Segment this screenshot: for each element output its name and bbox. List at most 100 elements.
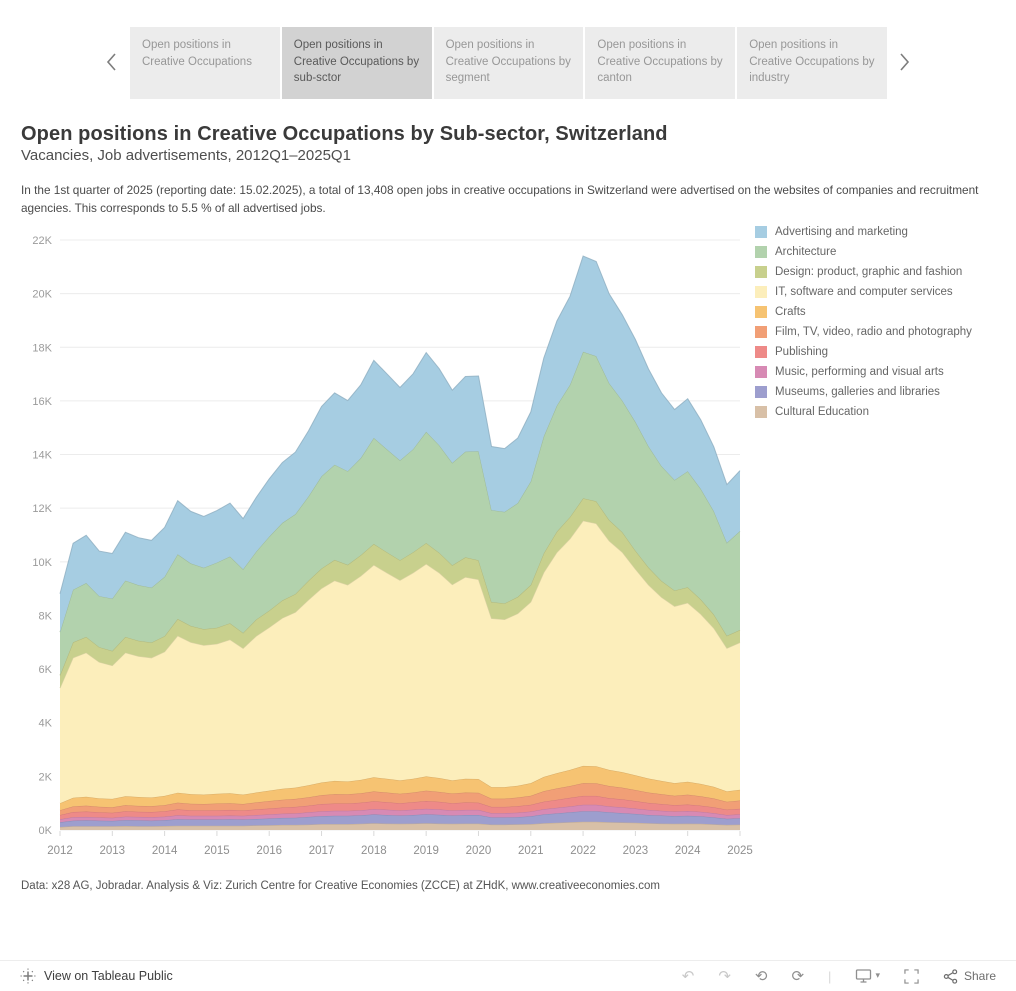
monitor-icon [856,969,872,983]
legend-label: Advertising and marketing [775,226,908,238]
tableau-logo-icon [20,968,36,984]
legend-label: Design: product, graphic and fashion [775,266,963,278]
legend-swatch [755,366,767,378]
area-it-software-and-computer-services[interactable] [60,520,740,804]
y-axis-label: 4K [39,718,53,730]
toolbar-actions: ↶ ↷ ⟲ ⟳ | ▾ Share [682,968,996,984]
data-source-note: Data: x28 AG, Jobradar. Analysis & Viz: … [21,880,660,892]
legend-item[interactable]: Crafts [755,306,972,318]
tab-label: Open positions in Creative Occupations b… [597,39,723,85]
legend-swatch [755,266,767,278]
x-axis-label: 2021 [518,845,544,857]
area-edge [59,255,741,594]
y-axis-label: 12K [32,503,52,515]
fullscreen-button[interactable] [904,968,919,984]
legend-swatch [755,346,767,358]
legend-item[interactable]: Film, TV, video, radio and photography [755,326,972,338]
y-axis-label: 6K [39,664,53,676]
download-caret-icon: ▾ [875,971,880,981]
stacked-area-chart: 0K 2K 4K 6K 8K 10K 12K 14K 16K 18K 20K 22K 2012 2013 2… [32,235,752,857]
tab-label: Open positions in Creative Occupations b… [749,39,875,85]
legend-label: Cultural Education [775,406,869,418]
refresh-button[interactable]: ⟳ [791,966,805,985]
legend-item[interactable]: Design: product, graphic and fashion [755,266,972,278]
area-museums-galleries-and-libraries[interactable] [60,811,740,827]
legend-swatch [755,286,767,298]
x-axis-label: 2013 [100,845,126,857]
view-on-tableau-label: View on Tableau Public [44,969,173,983]
tab-5[interactable]: Open positions in Creative Occupations b… [737,27,887,99]
legend-swatch [755,246,767,258]
tab-1[interactable]: Open positions in Creative Occupations [130,27,280,99]
share-label: Share [963,969,996,983]
y-axis-label: 18K [32,342,52,354]
chart-area: 0K 2K 4K 6K 8K 10K 12K 14K 16K 18K 20K 22K 2012 2013 2… [14,224,754,874]
area-music-performing-and-visual-arts[interactable] [60,804,740,823]
x-axis-label: 2014 [152,845,178,857]
tab-2-active[interactable]: Open positions in Creative Occupations b… [281,27,432,99]
legend-label: Publishing [775,346,829,358]
area-advertising-and-marketing[interactable] [60,256,740,633]
area-publishing[interactable] [60,795,740,820]
legend-item[interactable]: Publishing [755,346,972,358]
legend-item[interactable]: Cultural Education [755,406,972,418]
tabs-scroll-right-button[interactable] [893,48,915,76]
x-axis-label: 2016 [256,845,282,857]
tab-3[interactable]: Open positions in Creative Occupations b… [433,27,584,99]
y-axis-label: 20K [32,289,52,301]
tableau-attribution[interactable]: View on Tableau Public [20,968,173,984]
tableau-toolbar: View on Tableau Public ↶ ↷ ⟲ ⟳ | ▾ Share [0,960,1016,991]
area-film-tv-video-radio-and-photography[interactable] [60,783,740,815]
tab-strip: Open positions in Creative Occupations Op… [130,27,887,99]
summary-text: In the 1st quarter of 2025 (reporting da… [21,183,979,216]
legend-item[interactable]: Museums, galleries and libraries [755,386,972,398]
revert-button[interactable]: ⟲ [754,966,768,985]
page-title: Open positions in Creative Occupations b… [21,123,668,145]
area-cultural-education[interactable] [60,821,740,830]
tab-label: Open positions in Creative Occupations b… [293,39,420,85]
page-subtitle: Vacancies, Job advertisements, 2012Q1–20… [21,147,351,164]
x-axis-label: 2023 [623,845,649,857]
legend-swatch [755,306,767,318]
y-axis-label: 2K [39,771,53,783]
undo-button[interactable]: ↶ [681,966,695,985]
x-axis-label: 2012 [47,845,73,857]
x-axis-label: 2015 [204,845,230,857]
legend-label: Crafts [775,306,806,318]
legend-label: Architecture [775,246,837,258]
share-button[interactable]: Share [943,968,996,984]
x-axis-label: 2022 [570,845,596,857]
download-button[interactable]: ▾ [855,968,880,984]
y-axis-label: 8K [39,610,53,622]
tab-label: Open positions in Creative Occupations [142,39,252,68]
legend: Advertising and marketing Architecture Des… [755,226,972,418]
redo-button[interactable]: ↷ [718,966,731,985]
legend-swatch [755,226,767,238]
area-architecture[interactable] [60,351,740,676]
tabs-scroll-left-button[interactable] [100,48,122,76]
chevron-left-icon [106,53,116,71]
legend-item[interactable]: Music, performing and visual arts [755,366,972,378]
y-axis-label: 10K [32,557,52,569]
legend-swatch [755,406,767,418]
x-axis-label: 2020 [466,845,492,857]
toolbar-separator: | [828,968,832,984]
x-axis-label: 2017 [309,845,335,857]
legend-item[interactable]: IT, software and computer services [755,286,972,298]
fullscreen-icon [904,968,919,984]
legend-label: Film, TV, video, radio and photography [775,326,972,338]
x-axis-label: 2018 [361,845,387,857]
area-crafts[interactable] [60,765,740,811]
y-axis-label: 0K [39,825,53,837]
share-icon [943,968,958,984]
y-axis-label: 16K [32,396,52,408]
tab-label: Open positions in Creative Occupations b… [445,39,571,85]
legend-swatch [755,326,767,338]
chevron-right-icon [899,53,909,71]
legend-label: Music, performing and visual arts [775,366,944,378]
legend-label: IT, software and computer services [775,286,953,298]
legend-item[interactable]: Advertising and marketing [755,226,972,238]
tab-4[interactable]: Open positions in Creative Occupations b… [585,27,736,99]
x-axis-label: 2024 [675,845,701,857]
legend-item[interactable]: Architecture [755,246,972,258]
